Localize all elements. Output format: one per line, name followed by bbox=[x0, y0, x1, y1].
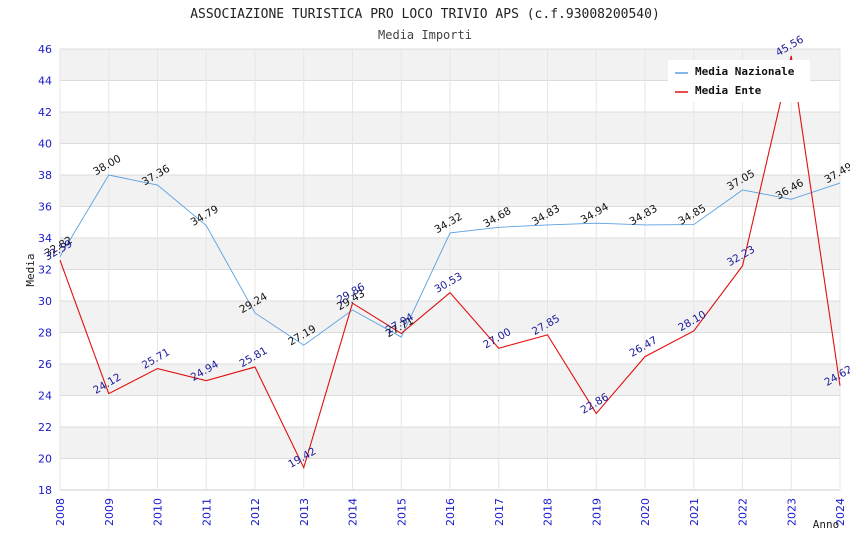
x-tick-label: 2015 bbox=[395, 498, 408, 526]
y-tick-label: 38 bbox=[38, 169, 52, 182]
x-tick-label: 2010 bbox=[152, 498, 165, 526]
x-tick-label: 2008 bbox=[54, 498, 67, 526]
x-axis-ticks: 2008 2009 2010 2011 2012 2013 2014 2015 2016 2017… bbox=[54, 498, 847, 526]
y-tick-label: 26 bbox=[38, 358, 52, 371]
y-tick-label: 42 bbox=[38, 106, 52, 119]
chart-subtitle: Media Importi bbox=[378, 28, 472, 42]
x-tick-label: 2021 bbox=[688, 498, 701, 526]
y-tick-label: 28 bbox=[38, 327, 52, 340]
x-tick-label: 2022 bbox=[737, 498, 750, 526]
x-tick-label: 2024 bbox=[834, 498, 847, 526]
y-axis-ticks: 18 20 22 24 26 28 30 32 34 36 38 40 42 44 46 bbox=[38, 43, 52, 497]
x-tick-label: 2009 bbox=[103, 498, 116, 526]
x-tick-label: 2019 bbox=[590, 498, 603, 526]
series-line-media-ente bbox=[59, 55, 841, 470]
y-tick-label: 36 bbox=[38, 201, 52, 214]
x-tick-label: 2017 bbox=[493, 498, 506, 526]
y-tick-label: 32 bbox=[38, 264, 52, 277]
y-tick-label: 46 bbox=[38, 43, 52, 56]
chart-title: ASSOCIAZIONE TURISTICA PRO LOCO TRIVIO A… bbox=[190, 7, 660, 22]
legend-background bbox=[668, 60, 810, 102]
y-tick-label: 34 bbox=[38, 232, 52, 245]
y-tick-label: 22 bbox=[38, 421, 52, 434]
y-axis-title: Media bbox=[24, 253, 37, 286]
x-tick-label: 2020 bbox=[639, 498, 652, 526]
series-lines bbox=[59, 55, 841, 470]
x-tick-label: 2023 bbox=[785, 498, 798, 526]
x-tick-label: 2013 bbox=[298, 498, 311, 526]
y-tick-label: 20 bbox=[38, 453, 52, 466]
x-tick-label: 2011 bbox=[200, 498, 213, 526]
grid-lines bbox=[59, 48, 841, 491]
chart-legend: Media Nazionale Media Ente bbox=[668, 60, 810, 102]
legend-label-media-ente: Media Ente bbox=[695, 84, 762, 97]
y-tick-label: 18 bbox=[38, 484, 52, 497]
legend-label-media-nazionale: Media Nazionale bbox=[695, 65, 795, 78]
x-tick-label: 2014 bbox=[347, 498, 360, 526]
y-tick-label: 24 bbox=[38, 390, 52, 403]
y-tick-label: 40 bbox=[38, 138, 52, 151]
y-tick-label: 30 bbox=[38, 295, 52, 308]
x-tick-label: 2012 bbox=[249, 498, 262, 526]
series-line-media-nazionale bbox=[59, 174, 841, 346]
x-tick-label: 2018 bbox=[542, 498, 555, 526]
x-axis-title: Anno bbox=[813, 518, 840, 531]
y-tick-label: 44 bbox=[38, 75, 52, 88]
x-tick-label: 2016 bbox=[444, 498, 457, 526]
